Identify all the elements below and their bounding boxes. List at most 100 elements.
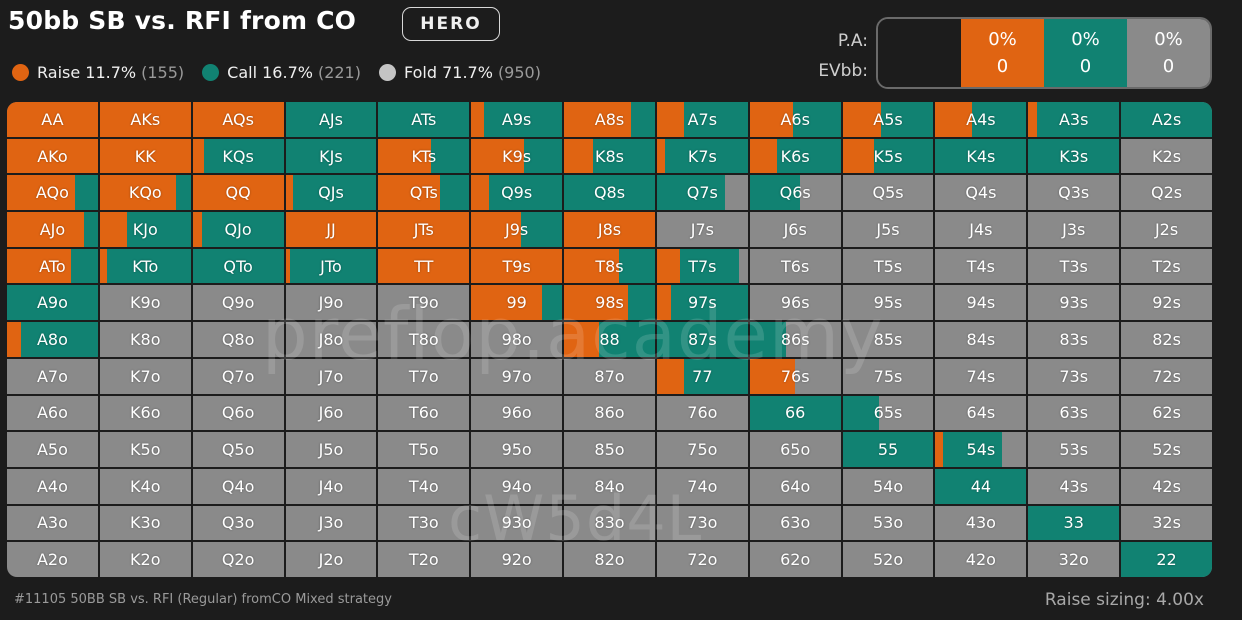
hand-cell[interactable]: 85o <box>564 432 655 467</box>
hand-cell[interactable]: A5s <box>842 102 934 137</box>
hand-cell[interactable]: Q5s <box>842 175 934 211</box>
hand-cell[interactable]: 99 <box>471 285 563 321</box>
hand-cell[interactable]: J4o <box>285 468 377 504</box>
hand-cell[interactable]: 53o <box>842 505 934 541</box>
hand-cell[interactable]: Q6o <box>192 395 284 431</box>
hand-cell[interactable]: 33 <box>1028 505 1120 541</box>
hand-cell[interactable]: KTo <box>99 248 191 284</box>
hand-cell[interactable]: 83o <box>564 505 655 541</box>
hand-cell[interactable]: 63o <box>749 505 841 541</box>
hand-cell[interactable]: T6s <box>749 248 841 284</box>
hand-cell[interactable]: T6o <box>378 395 470 431</box>
hand-cell[interactable]: 54o <box>842 468 934 504</box>
hand-cell[interactable]: TT <box>378 248 470 284</box>
hand-cell[interactable]: T3s <box>1028 248 1120 284</box>
hand-cell[interactable]: AJs <box>285 102 377 137</box>
hand-cell[interactable]: J7o <box>285 358 377 394</box>
hand-cell[interactable]: J5s <box>842 212 934 247</box>
hand-cell[interactable]: T7o <box>378 358 470 394</box>
hand-cell[interactable]: T8o <box>378 322 470 357</box>
hand-cell[interactable]: 32o <box>1028 542 1120 577</box>
hand-cell[interactable]: KTs <box>378 138 470 174</box>
hand-cell[interactable]: A9s <box>471 102 563 137</box>
hand-cell[interactable]: 98o <box>471 322 563 357</box>
hand-cell[interactable]: K7o <box>99 358 191 394</box>
hand-cell[interactable]: KK <box>99 138 191 174</box>
hand-cell[interactable]: A3s <box>1028 102 1120 137</box>
hand-cell[interactable]: 73s <box>1028 358 1120 394</box>
hand-cell[interactable]: J3o <box>285 505 377 541</box>
hand-cell[interactable]: 77 <box>656 358 748 394</box>
hand-cell[interactable]: A8s <box>564 102 655 137</box>
hand-cell[interactable]: Q6s <box>749 175 841 211</box>
hand-cell[interactable]: T7s <box>656 248 748 284</box>
hand-cell[interactable]: JJ <box>285 212 377 247</box>
hand-cell[interactable]: K4o <box>99 468 191 504</box>
hand-cell[interactable]: A6o <box>7 395 98 431</box>
hand-cell[interactable]: 62s <box>1121 395 1212 431</box>
hand-cell[interactable]: 95s <box>842 285 934 321</box>
hand-cell[interactable]: 66 <box>749 395 841 431</box>
hand-cell[interactable]: 84o <box>564 468 655 504</box>
hand-cell[interactable]: 93s <box>1028 285 1120 321</box>
hand-cell[interactable]: 52s <box>1121 432 1212 467</box>
hand-cell[interactable]: 87o <box>564 358 655 394</box>
hand-cell[interactable]: K2o <box>99 542 191 577</box>
hand-cell[interactable]: T3o <box>378 505 470 541</box>
hand-cell[interactable]: 32s <box>1121 505 1212 541</box>
hand-cell[interactable]: K6o <box>99 395 191 431</box>
hand-cell[interactable]: J3s <box>1028 212 1120 247</box>
hand-cell[interactable]: J4s <box>935 212 1027 247</box>
hand-cell[interactable]: J9o <box>285 285 377 321</box>
hand-cell[interactable]: AKs <box>99 102 191 137</box>
hand-cell[interactable]: 88 <box>564 322 655 357</box>
hand-cell[interactable]: JTs <box>378 212 470 247</box>
hand-cell[interactable]: J8o <box>285 322 377 357</box>
hand-cell[interactable]: 97s <box>656 285 748 321</box>
hand-cell[interactable]: Q2o <box>192 542 284 577</box>
hand-cell[interactable]: A6s <box>749 102 841 137</box>
hand-cell[interactable]: A4o <box>7 468 98 504</box>
hand-cell[interactable]: 96s <box>749 285 841 321</box>
hand-cell[interactable]: 93o <box>471 505 563 541</box>
legend-item-raise[interactable]: Raise 11.7% (155) <box>12 63 184 82</box>
hero-button[interactable]: HERO <box>402 7 500 41</box>
hand-cell[interactable]: J9s <box>471 212 563 247</box>
hand-cell[interactable]: AKo <box>7 138 98 174</box>
hand-cell[interactable]: T2o <box>378 542 470 577</box>
hand-cell[interactable]: A8o <box>7 322 98 357</box>
hand-cell[interactable]: J2o <box>285 542 377 577</box>
hand-cell[interactable]: A5o <box>7 432 98 467</box>
hand-cell[interactable]: QJs <box>285 175 377 211</box>
hand-cell[interactable]: Q5o <box>192 432 284 467</box>
hand-cell[interactable]: 83s <box>1028 322 1120 357</box>
hand-cell[interactable]: Q7s <box>656 175 748 211</box>
hand-cell[interactable]: T9s <box>471 248 563 284</box>
hand-cell[interactable]: 73o <box>656 505 748 541</box>
hand-cell[interactable]: 98s <box>564 285 655 321</box>
hand-cell[interactable]: 63s <box>1028 395 1120 431</box>
hand-cell[interactable]: Q9o <box>192 285 284 321</box>
hand-cell[interactable]: K7s <box>656 138 748 174</box>
hand-cell[interactable]: 82s <box>1121 322 1212 357</box>
hand-cell[interactable]: 85s <box>842 322 934 357</box>
hand-cell[interactable]: AA <box>7 102 98 137</box>
hand-cell[interactable]: K3o <box>99 505 191 541</box>
hand-cell[interactable]: 75o <box>656 432 748 467</box>
hand-cell[interactable]: 76o <box>656 395 748 431</box>
hand-cell[interactable]: 64s <box>935 395 1027 431</box>
hand-cell[interactable]: JTo <box>285 248 377 284</box>
hand-cell[interactable]: K5o <box>99 432 191 467</box>
hand-cell[interactable]: J8s <box>564 212 655 247</box>
hand-cell[interactable]: T5o <box>378 432 470 467</box>
hand-cell[interactable]: ATs <box>378 102 470 137</box>
hand-cell[interactable]: 84s <box>935 322 1027 357</box>
hand-cell[interactable]: J7s <box>656 212 748 247</box>
hand-cell[interactable]: A7o <box>7 358 98 394</box>
hand-cell[interactable]: A7s <box>656 102 748 137</box>
hand-cell[interactable]: 54s <box>935 432 1027 467</box>
hand-cell[interactable]: 92o <box>471 542 563 577</box>
hand-cell[interactable]: T2s <box>1121 248 1212 284</box>
hand-cell[interactable]: 86o <box>564 395 655 431</box>
hand-cell[interactable]: A3o <box>7 505 98 541</box>
